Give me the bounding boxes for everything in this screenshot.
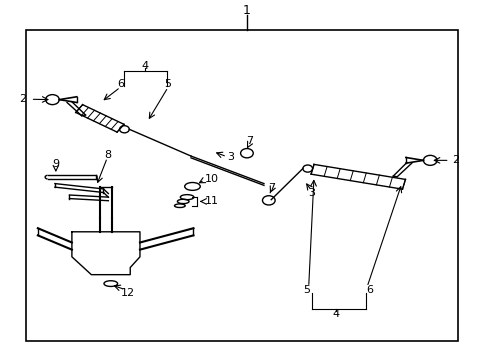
Text: 10: 10 bbox=[204, 174, 218, 184]
Text: 12: 12 bbox=[121, 288, 135, 297]
Text: 9: 9 bbox=[52, 159, 59, 169]
Text: 4: 4 bbox=[332, 309, 339, 319]
Text: 1: 1 bbox=[243, 4, 250, 17]
Text: 6: 6 bbox=[366, 285, 373, 295]
Text: 2: 2 bbox=[20, 94, 27, 104]
Text: 7: 7 bbox=[245, 136, 252, 147]
Text: 11: 11 bbox=[204, 197, 218, 206]
Text: 5: 5 bbox=[303, 285, 309, 295]
Text: 5: 5 bbox=[164, 79, 171, 89]
FancyBboxPatch shape bbox=[26, 30, 458, 341]
Text: 6: 6 bbox=[117, 79, 124, 89]
Text: 7: 7 bbox=[267, 183, 274, 193]
Text: 3: 3 bbox=[307, 188, 314, 198]
Text: 4: 4 bbox=[141, 61, 148, 71]
Text: 2: 2 bbox=[452, 156, 459, 165]
Text: 8: 8 bbox=[103, 150, 111, 160]
Text: 3: 3 bbox=[227, 153, 234, 162]
